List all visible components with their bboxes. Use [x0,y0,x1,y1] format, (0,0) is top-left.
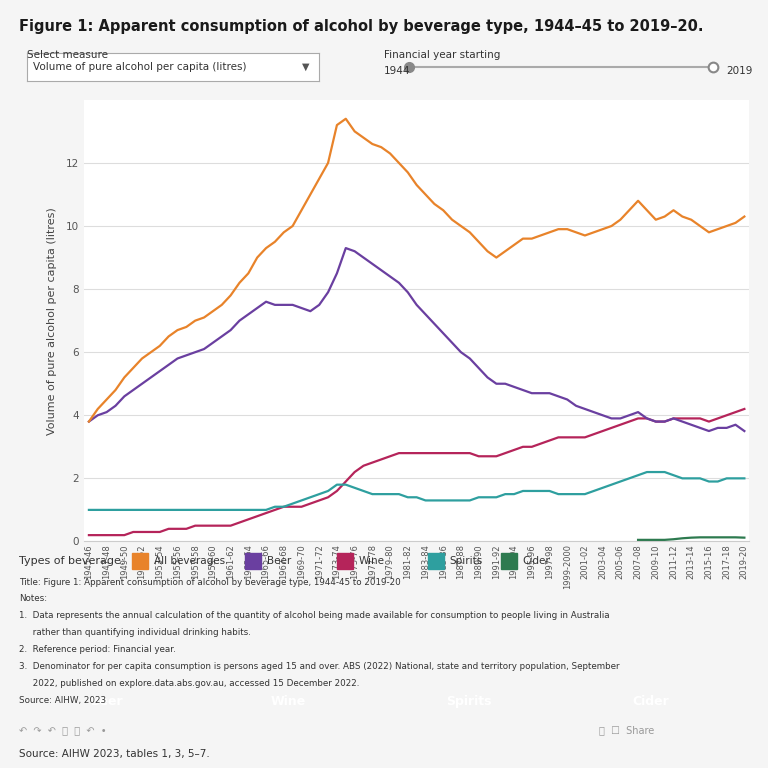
Text: Cider: Cider [632,696,669,708]
Text: Volume of pure alcohol per capita (litres): Volume of pure alcohol per capita (litre… [33,61,247,72]
Text: Select measure: Select measure [27,50,108,60]
Text: rather than quantifying individual drinking habits.: rather than quantifying individual drink… [19,628,251,637]
Text: Source: AIHW, 2023: Source: AIHW, 2023 [19,696,106,705]
Text: 2019: 2019 [726,65,752,76]
Text: Wine: Wine [270,696,306,708]
Text: 3.  Denominator for per capita consumption is persons aged 15 and over. ABS (202: 3. Denominator for per capita consumptio… [19,662,620,671]
Text: Wine: Wine [359,556,385,566]
Bar [336,554,353,568]
Text: Notes:: Notes: [19,594,48,604]
Text: 1.  Data represents the annual calculation of the quantity of alcohol being made: 1. Data represents the annual calculatio… [19,611,610,621]
Text: Beer: Beer [267,556,292,566]
Bar [245,554,261,568]
Text: ↶  ↷  ↶  ⎘  ⎙  ↶  •: ↶ ↷ ↶ ⎘ ⎙ ↶ • [19,725,107,735]
Y-axis label: Volume of pure alcohol per capita (litres): Volume of pure alcohol per capita (litre… [48,207,58,435]
Text: Types of beverage:: Types of beverage: [19,556,124,566]
Bar [428,554,444,568]
Text: Source: AIHW 2023, tables 1, 3, 5–7.: Source: AIHW 2023, tables 1, 3, 5–7. [19,749,210,759]
Text: Cider: Cider [522,556,551,566]
Text: Financial year starting: Financial year starting [384,50,501,60]
Text: ⎙  ☐  Share: ⎙ ☐ Share [599,725,654,735]
Text: All beverages: All beverages [154,556,225,566]
Text: 1944: 1944 [384,65,411,76]
Bar [501,554,517,568]
Text: 2022, published on explore.data.abs.gov.au, accessed 15 December 2022.: 2022, published on explore.data.abs.gov.… [19,679,359,688]
Text: 2.  Reference period: Financial year.: 2. Reference period: Financial year. [19,645,176,654]
Text: Beer: Beer [91,696,123,708]
Text: Spirits: Spirits [446,696,492,708]
Bar [132,554,148,568]
Text: Title: Figure 1: Apparent consumption of alcohol by beverage type, 1944-45 to 20: Title: Figure 1: Apparent consumption of… [19,578,401,587]
Text: Figure 1: Apparent consumption of alcohol by beverage type, 1944–45 to 2019–20.: Figure 1: Apparent consumption of alcoho… [19,19,703,35]
Text: ▼: ▼ [303,61,310,72]
Text: Spirits: Spirits [449,556,483,566]
